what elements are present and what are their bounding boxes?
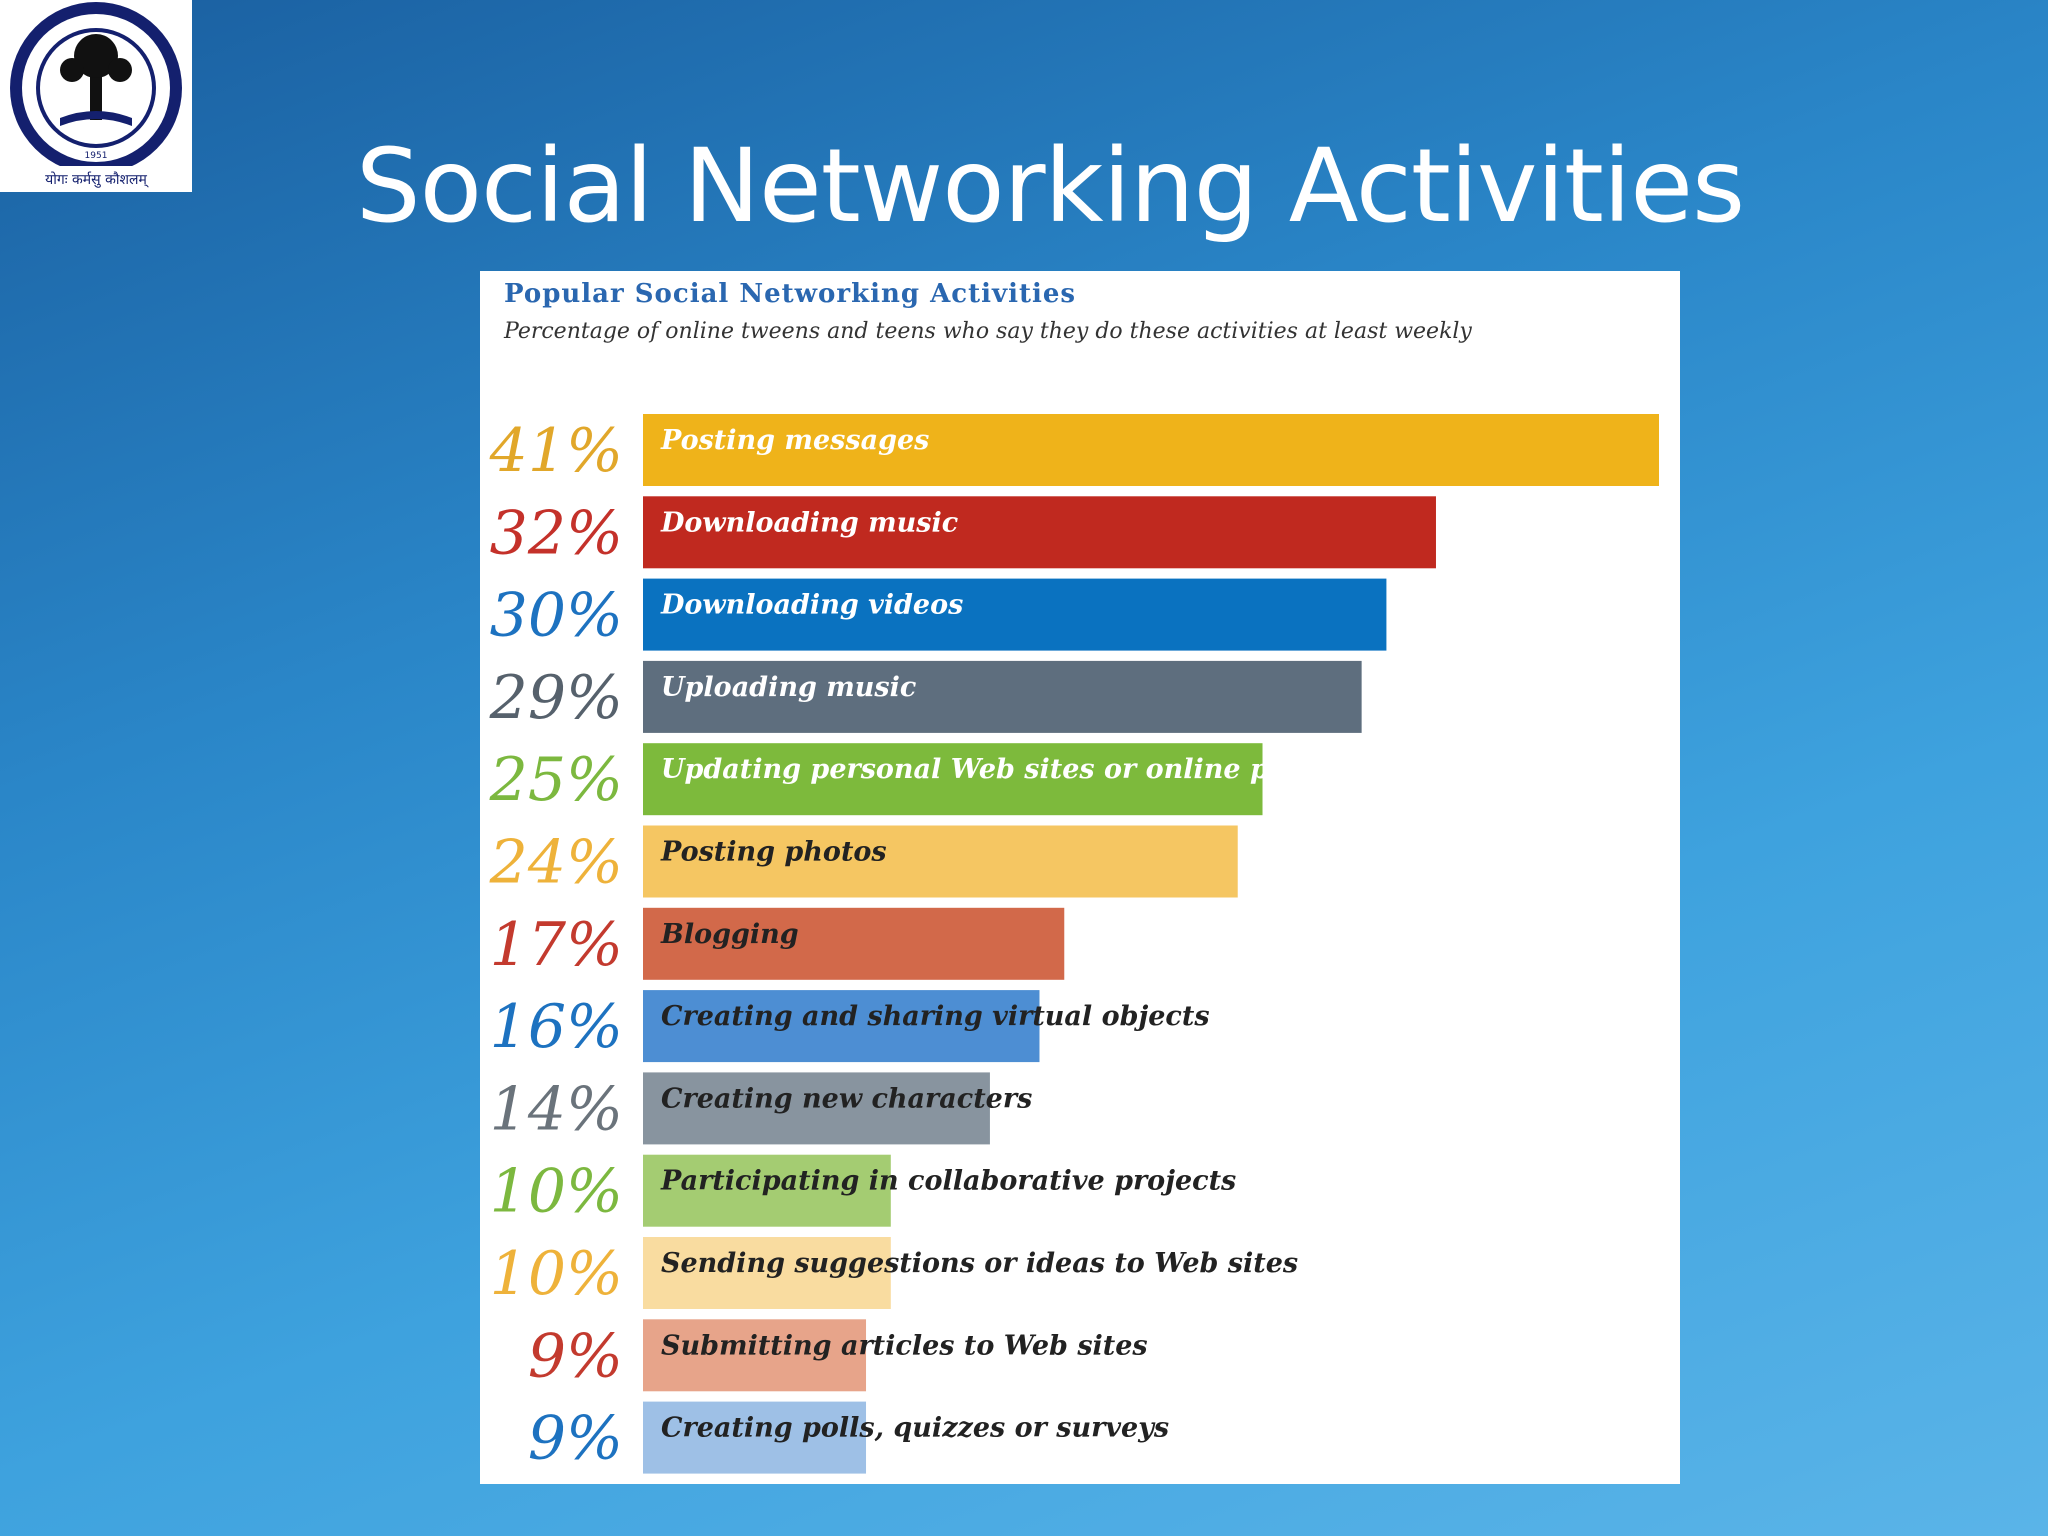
bar-6 xyxy=(643,825,1238,898)
bars-group: 41% Posting messages 32% Downloading music 3… xyxy=(489,414,1659,1474)
emblem-icon: 1951 योगः कर्मसु कौशलम् xyxy=(0,2,192,192)
category-label-3: Downloading videos xyxy=(660,590,963,621)
slide-title: Social Networking Activities xyxy=(355,127,1745,246)
value-label-11: 10% xyxy=(490,1239,623,1309)
value-label-8: 16% xyxy=(490,992,623,1062)
chart-subtitle: Percentage of online tweens and teens wh… xyxy=(503,319,1472,344)
category-label-11: Sending suggestions or ideas to Web site… xyxy=(661,1248,1298,1279)
bar-chart: Popular Social Networking Activities Per… xyxy=(489,279,1659,1474)
logo-motto: योगः कर्मसु कौशलम् xyxy=(45,171,149,188)
category-label-10: Participating in collaborative projects xyxy=(660,1166,1236,1197)
category-label-2: Downloading music xyxy=(660,507,958,538)
bar-8 xyxy=(643,990,1040,1063)
bar-4 xyxy=(643,660,1362,733)
value-label-3: 30% xyxy=(490,581,623,651)
value-label-2: 32% xyxy=(490,498,623,568)
category-label-1: Posting messages xyxy=(660,425,929,456)
bar-10 xyxy=(643,1154,891,1227)
value-label-4: 29% xyxy=(489,663,623,733)
value-label-13: 9% xyxy=(528,1404,623,1474)
category-label-6: Posting photos xyxy=(660,837,887,868)
value-label-12: 9% xyxy=(528,1321,623,1391)
category-label-4: Uploading music xyxy=(661,672,916,703)
logo-year: 1951 xyxy=(85,151,108,161)
iit-kharagpur-logo: 1951 योगः कर्मसु कौशलम् xyxy=(0,0,192,192)
category-label-12: Submitting articles to Web sites xyxy=(661,1330,1148,1361)
bar-12 xyxy=(643,1319,867,1392)
bar-3 xyxy=(643,578,1387,651)
value-label-9: 14% xyxy=(490,1074,623,1144)
value-label-5: 25% xyxy=(489,745,623,815)
value-label-7: 17% xyxy=(490,910,623,980)
category-label-13: Creating polls, quizzes or surveys xyxy=(661,1413,1169,1444)
category-label-5: Updating personal Web sites or online pr… xyxy=(661,754,1363,785)
bar-1 xyxy=(643,414,1659,486)
bar-2 xyxy=(643,496,1436,569)
bar-7 xyxy=(643,907,1065,980)
category-label-7: Blogging xyxy=(660,919,799,950)
category-label-8: Creating and sharing virtual objects xyxy=(661,1001,1210,1032)
chart-panel: Popular Social Networking Activities Per… xyxy=(480,271,1680,1484)
value-label-6: 24% xyxy=(489,828,623,898)
bar-9 xyxy=(643,1072,990,1145)
chart-title: Popular Social Networking Activities xyxy=(504,279,1076,309)
value-label-1: 41% xyxy=(489,416,623,486)
bar-11 xyxy=(643,1237,891,1309)
bar-5 xyxy=(643,743,1263,816)
bar-13 xyxy=(643,1401,867,1474)
category-label-9: Creating new characters xyxy=(661,1083,1032,1114)
value-label-10: 10% xyxy=(490,1157,623,1227)
